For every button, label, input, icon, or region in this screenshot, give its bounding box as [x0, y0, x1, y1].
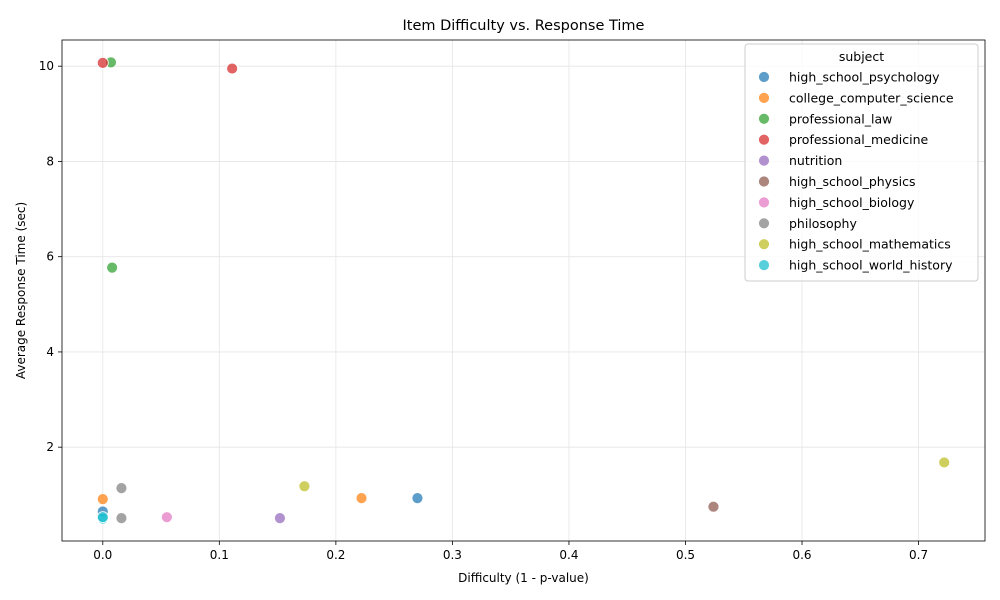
legend-box [744, 43, 979, 282]
data-point-nutrition [274, 512, 286, 525]
legend-label: nutrition [789, 153, 842, 168]
data-point-professional-medicine [226, 62, 239, 75]
legend-label: professional_law [789, 111, 892, 126]
axes-frame [61, 39, 986, 542]
legend-label: college_computer_science [789, 90, 954, 105]
x-tick-label: 0.7 [909, 548, 928, 562]
x-tick-label: 0.1 [210, 548, 229, 562]
data-point-college-computer-science [96, 493, 109, 505]
legend-marker [758, 238, 770, 251]
y-tick-label: 2 [46, 440, 54, 454]
legend-marker [758, 217, 770, 230]
data-point-college-computer-science [355, 492, 368, 505]
data-point-philosophy [115, 512, 128, 525]
legend-items: high_school_psychology college_computer_s… [758, 70, 954, 273]
data-point-high-school-mathematics [298, 480, 311, 493]
legend-label: high_school_physics [789, 174, 915, 189]
legend-label: philosophy [789, 216, 857, 231]
y-tick-label: 4 [46, 345, 54, 359]
x-tick-label: 0.0 [93, 548, 112, 562]
y-tick-label: 10 [39, 59, 54, 73]
data-point-high-school-physics [707, 500, 720, 513]
legend-marker [758, 92, 770, 104]
data-point-high-school-psychology [411, 492, 424, 505]
legend-marker [758, 112, 770, 125]
legend: subject high_school_psychology college_co… [744, 43, 979, 282]
y-axis-ticks: 2 4 6 8 10 [39, 59, 62, 454]
legend-marker [758, 175, 770, 188]
legend-label: professional_medicine [789, 132, 929, 147]
legend-marker [758, 133, 770, 146]
legend-label: high_school_world_history [789, 258, 953, 273]
data-points [96, 56, 951, 525]
x-tick-label: 0.6 [792, 548, 811, 562]
data-point-high-school-world-history [96, 511, 109, 524]
legend-marker [758, 259, 770, 272]
x-axis-label: Difficulty (1 - p-value) [458, 571, 589, 585]
y-tick-label: 6 [46, 250, 54, 264]
data-point-professional-law [106, 261, 119, 274]
legend-title: subject [839, 49, 884, 64]
x-tick-label: 0.5 [676, 548, 695, 562]
data-point-professional-medicine [96, 56, 109, 69]
legend-label: high_school_mathematics [789, 237, 951, 252]
chart-title: Item Difficulty vs. Response Time [403, 18, 645, 34]
y-axis-label: Average Response Time (sec) [14, 202, 28, 379]
data-point-high-school-biology [160, 511, 173, 524]
x-axis-ticks: 0.0 0.1 0.2 0.3 0.4 0.5 0.6 0.7 [93, 541, 928, 562]
x-tick-label: 0.4 [559, 548, 578, 562]
legend-marker [758, 154, 770, 167]
legend-label: high_school_psychology [789, 70, 940, 85]
data-point-philosophy [115, 482, 128, 495]
x-tick-label: 0.2 [326, 548, 345, 562]
x-tick-label: 0.3 [443, 548, 462, 562]
legend-marker [758, 196, 770, 209]
legend-label: high_school_biology [789, 195, 915, 210]
legend-marker [758, 71, 770, 83]
data-point-high-school-mathematics [938, 456, 951, 469]
y-tick-label: 8 [46, 154, 54, 168]
